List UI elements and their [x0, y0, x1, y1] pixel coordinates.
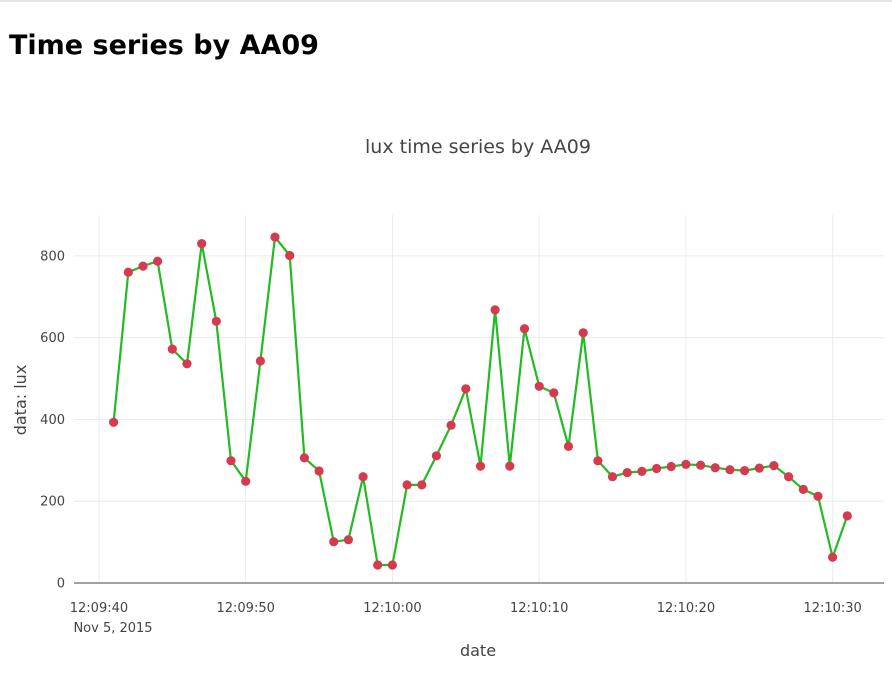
data-point	[343, 535, 353, 545]
page-heading: Time series by AA09	[9, 30, 319, 61]
data-point	[842, 511, 852, 521]
data-point	[431, 451, 441, 461]
top-divider	[0, 0, 892, 2]
x-tick-label: 12:09:50	[216, 601, 274, 616]
data-point	[505, 461, 515, 471]
data-point	[754, 463, 764, 473]
data-point	[828, 552, 838, 562]
data-point	[358, 472, 368, 482]
data-point	[373, 560, 383, 570]
data-point	[534, 381, 544, 391]
data-point	[681, 459, 691, 469]
data-point	[182, 359, 192, 369]
y-tick-label: 200	[40, 495, 65, 510]
data-point	[710, 463, 720, 473]
y-tick-labels: 0 200 400 600 800	[40, 249, 65, 591]
data-point	[197, 239, 207, 249]
y-tick-label: 0	[57, 577, 65, 592]
data-point	[622, 468, 632, 478]
data-point	[637, 466, 647, 476]
data-point	[740, 466, 750, 476]
data-point	[593, 456, 603, 466]
y-axis-label: data: lux	[11, 365, 30, 436]
x-tick-label: 12:10:10	[510, 601, 568, 616]
data-point	[387, 560, 397, 570]
data-point	[666, 461, 676, 472]
data-point	[563, 441, 574, 451]
data-point	[299, 453, 309, 463]
series-line	[112, 234, 849, 567]
x-tick-label: 12:10:30	[803, 601, 861, 616]
data-point	[578, 328, 588, 338]
y-tick-label: 400	[40, 413, 65, 428]
x-axis-label: date	[460, 641, 496, 660]
data-point	[784, 472, 794, 482]
data-point	[402, 480, 412, 490]
data-point	[123, 267, 133, 277]
x-tick-label: 12:09:40	[70, 601, 128, 616]
data-point	[211, 316, 221, 326]
data-point	[255, 356, 265, 366]
data-point	[329, 537, 339, 547]
chart-title: lux time series by AA09	[365, 136, 591, 158]
data-point	[813, 491, 823, 501]
data-point	[241, 476, 251, 486]
data-point	[138, 261, 148, 271]
series-points	[109, 232, 852, 570]
data-point	[109, 417, 119, 427]
data-point	[549, 388, 559, 398]
data-point	[696, 460, 706, 470]
data-point	[798, 484, 808, 494]
data-point	[519, 324, 530, 334]
data-point	[725, 465, 735, 475]
data-point	[607, 472, 618, 482]
data-point	[167, 344, 177, 354]
data-point	[285, 250, 295, 261]
data-point	[446, 420, 456, 430]
x-tick-label: 12:10:20	[657, 601, 715, 616]
data-point	[270, 232, 280, 242]
data-point	[652, 463, 662, 474]
x-tick-label: 12:10:00	[363, 601, 421, 616]
data-point	[490, 305, 500, 315]
x-date-label: Nov 5, 2015	[73, 621, 152, 636]
data-point	[461, 384, 471, 394]
data-point	[153, 256, 163, 266]
x-tick-labels: 12:09:40 12:09:50 12:10:00 12:10:10 12:10:20…	[70, 601, 862, 616]
y-tick-label: 800	[40, 249, 65, 264]
data-point	[475, 461, 486, 471]
y-tick-label: 600	[40, 331, 65, 346]
data-point	[417, 480, 427, 490]
data-point	[769, 461, 779, 471]
grid	[74, 215, 884, 583]
data-point	[226, 456, 236, 466]
data-point	[314, 466, 324, 476]
